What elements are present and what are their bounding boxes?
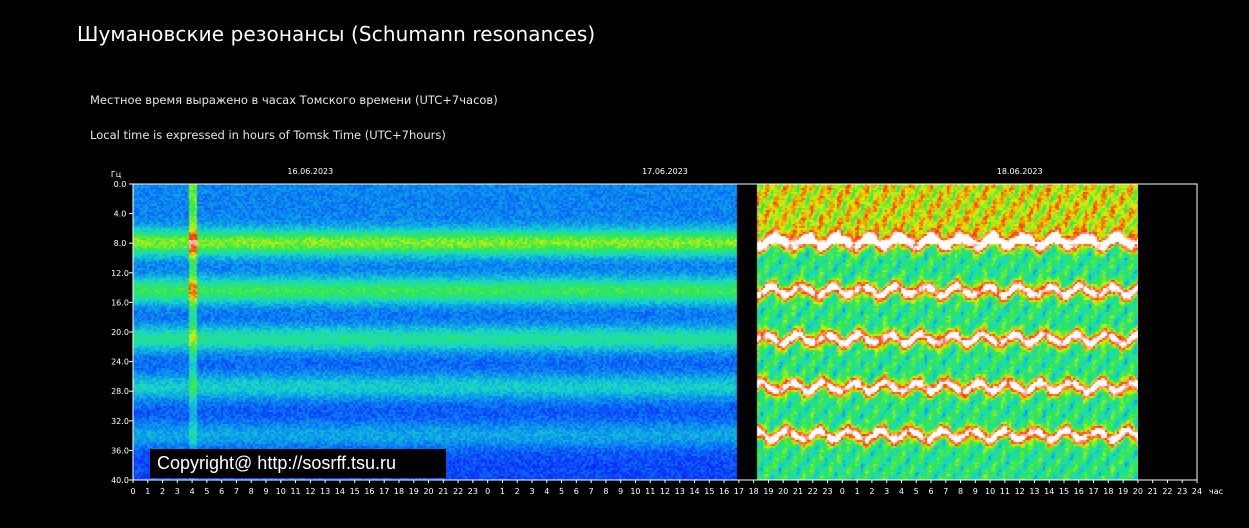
date-label: 17.06.2023 (642, 167, 688, 176)
y-tick-label: 36.0 (111, 446, 129, 455)
x-axis-label: час (1209, 487, 1223, 496)
y-tick-label: 32.0 (111, 417, 129, 426)
x-tick-label: 14 (335, 487, 345, 496)
x-tick-label: 5 (204, 487, 209, 496)
x-tick-label: 24 (1192, 487, 1202, 496)
x-tick-label: 18 (1103, 487, 1113, 496)
x-tick-label: 19 (763, 487, 773, 496)
x-tick-label: 3 (529, 487, 534, 496)
x-tick-label: 6 (928, 487, 933, 496)
y-tick-label: 24.0 (111, 358, 129, 367)
x-tick-label: 4 (190, 487, 195, 496)
y-tick-label: 16.0 (111, 298, 129, 307)
x-tick-label: 9 (618, 487, 623, 496)
date-label: 16.06.2023 (287, 167, 333, 176)
x-tick-label: 11 (290, 487, 300, 496)
x-tick-label: 2 (869, 487, 874, 496)
x-tick-label: 10 (985, 487, 995, 496)
x-tick-label: 0 (840, 487, 845, 496)
x-tick-label: 14 (1044, 487, 1054, 496)
x-tick-label: 0 (130, 487, 135, 496)
y-tick-label: 20.0 (111, 328, 129, 337)
x-tick-label: 13 (320, 487, 330, 496)
x-tick-label: 2 (515, 487, 520, 496)
spectrogram-raster (133, 184, 1138, 480)
date-labels: 16.06.2023 17.06.2023 18.06.2023 (287, 167, 1042, 176)
x-tick-label: 16 (719, 487, 729, 496)
x-tick-label: 9 (973, 487, 978, 496)
page-title: Шумановские резонансы (Schumann resonanc… (77, 22, 596, 46)
y-tick-label: 8.0 (114, 239, 127, 248)
x-tick-label: 21 (793, 487, 803, 496)
y-tick-label: 28.0 (111, 387, 129, 396)
x-tick-label: 19 (409, 487, 419, 496)
y-axis: 0.0 4.0 8.0 12.0 16.0 20.0 24.0 28.0 32.0 36.0 40.… (111, 180, 133, 485)
x-tick-label: 5 (559, 487, 564, 496)
x-tick-label: 7 (943, 487, 948, 496)
x-tick-label: 6 (574, 487, 579, 496)
timezone-note-en: Local time is expressed in hours of Toms… (90, 128, 446, 142)
x-tick-label: 12 (660, 487, 670, 496)
x-tick-label: 22 (453, 487, 463, 496)
x-tick-label: 18 (394, 487, 404, 496)
x-tick-label: 20 (1133, 487, 1143, 496)
x-tick-label: 15 (704, 487, 714, 496)
x-tick-label: 7 (589, 487, 594, 496)
x-tick-label: 3 (175, 487, 180, 496)
x-tick-label: 11 (645, 487, 655, 496)
timezone-note-ru: Местное время выражено в часах Томского … (90, 93, 498, 107)
x-tick-label: 22 (1162, 487, 1172, 496)
x-tick-label: 17 (734, 487, 744, 496)
x-tick-label: 20 (423, 487, 433, 496)
x-tick-label: 10 (630, 487, 640, 496)
x-tick-label: 4 (544, 487, 549, 496)
x-tick-label: 5 (914, 487, 919, 496)
x-tick-label: 16 (1074, 487, 1084, 496)
x-tick-label: 0 (485, 487, 490, 496)
x-tick-label: 23 (468, 487, 478, 496)
x-tick-label: 11 (1000, 487, 1010, 496)
x-tick-label: 15 (350, 487, 360, 496)
x-tick-label: 17 (1088, 487, 1098, 496)
x-tick-label: 14 (689, 487, 699, 496)
x-tick-label: 1 (145, 487, 150, 496)
x-tick-label: 18 (749, 487, 759, 496)
spectrogram-image (133, 184, 1138, 480)
x-tick-label: 21 (438, 487, 448, 496)
x-tick-label: 7 (234, 487, 239, 496)
x-tick-label: 17 (379, 487, 389, 496)
x-tick-label: 3 (884, 487, 889, 496)
x-tick-label: 19 (1118, 487, 1128, 496)
x-tick-label: 1 (500, 487, 505, 496)
x-tick-label: 8 (249, 487, 254, 496)
y-tick-label: 4.0 (114, 210, 127, 219)
y-tick-label: 12.0 (111, 269, 129, 278)
x-tick-label: 9 (263, 487, 268, 496)
x-tick-label: 4 (899, 487, 904, 496)
x-tick-label: 23 (1177, 487, 1187, 496)
y-axis-label: Гц (111, 170, 122, 179)
x-tick-label: 10 (276, 487, 286, 496)
x-tick-label: 1 (855, 487, 860, 496)
y-tick-label: 40.0 (111, 476, 129, 485)
x-tick-label: 8 (958, 487, 963, 496)
x-tick-label: 22 (808, 487, 818, 496)
x-tick-label: 21 (1148, 487, 1158, 496)
x-tick-label: 15 (1059, 487, 1069, 496)
x-tick-label: 23 (822, 487, 832, 496)
x-tick-label: 12 (1015, 487, 1025, 496)
copyright-watermark: Copyright@ http://sosrff.tsu.ru (150, 449, 446, 478)
x-tick-label: 13 (675, 487, 685, 496)
x-tick-label: 16 (364, 487, 374, 496)
date-label: 18.06.2023 (997, 167, 1043, 176)
x-tick-label: 2 (160, 487, 165, 496)
x-tick-label: 6 (219, 487, 224, 496)
y-tick-label: 0.0 (114, 180, 127, 189)
x-tick-label: 13 (1029, 487, 1039, 496)
x-tick-label: 20 (778, 487, 788, 496)
x-tick-label: 8 (603, 487, 608, 496)
x-tick-label: 12 (305, 487, 315, 496)
x-axis: 0 1 2 3 4 5 6 7 8 9 10 11 12 13 14 15 16 17 18 19 20 21 22 23 0 1… (130, 480, 1202, 496)
